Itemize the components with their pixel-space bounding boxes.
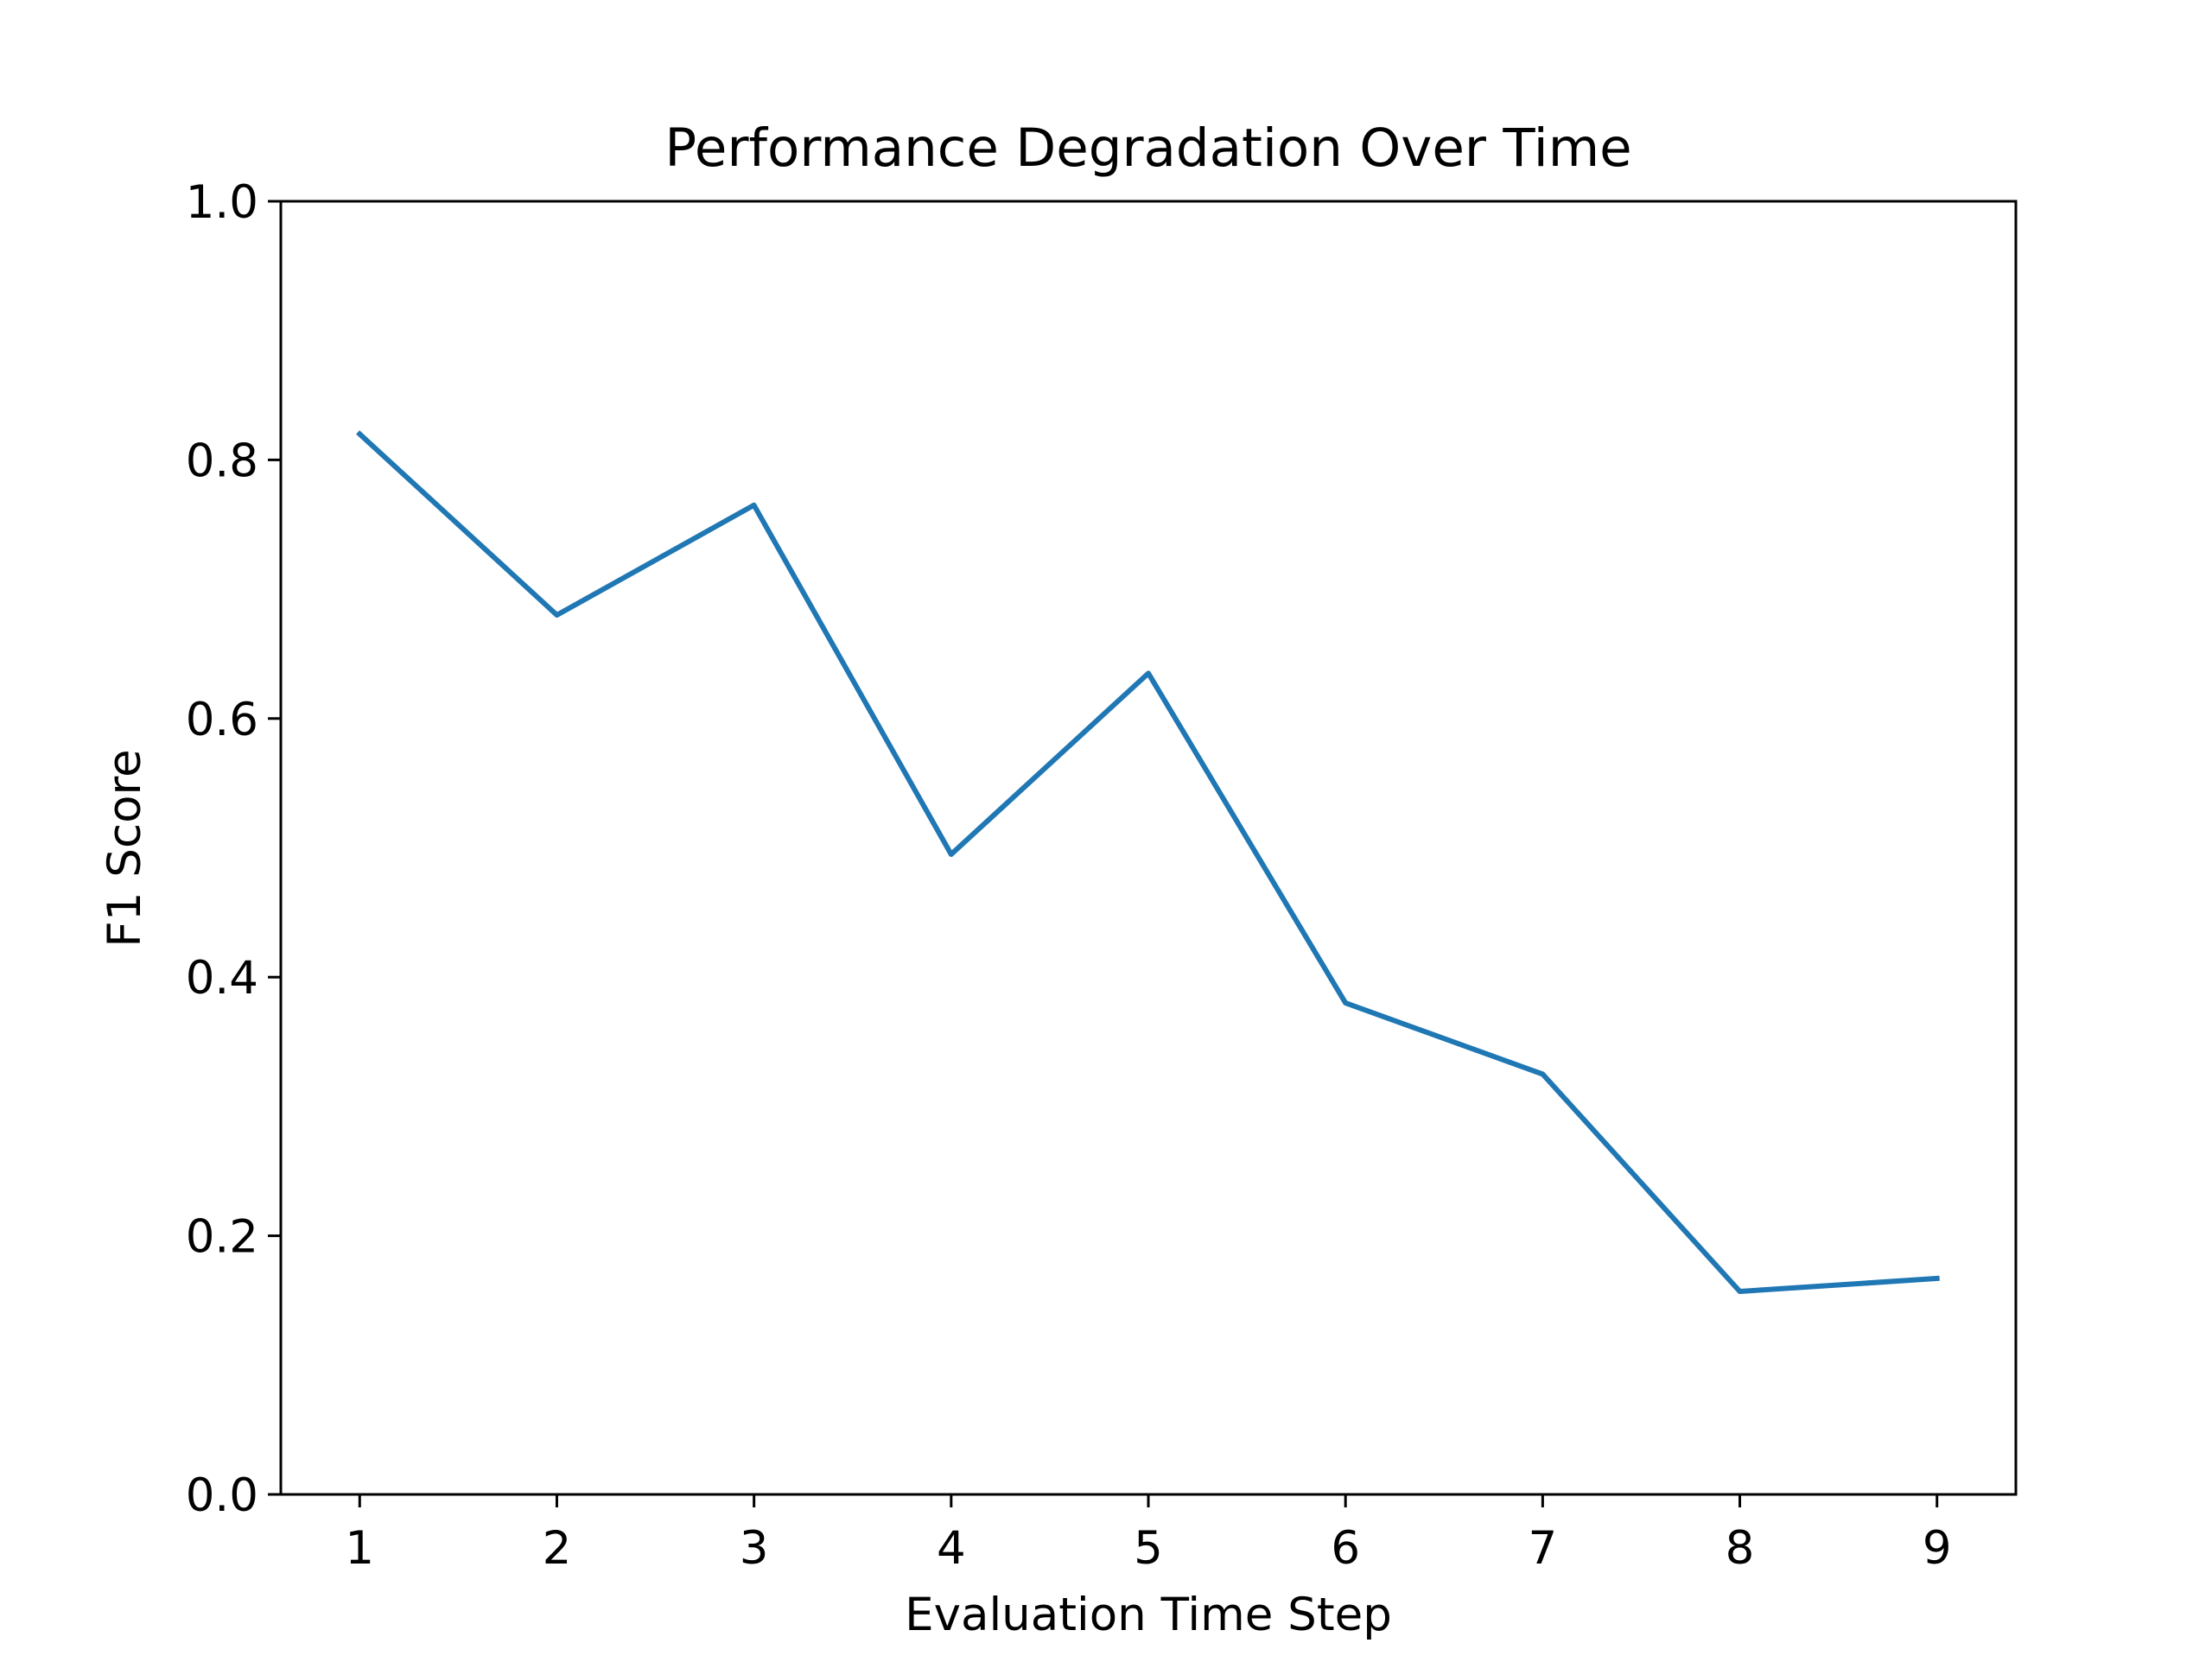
x-tick-label: 8	[1726, 1522, 1755, 1575]
y-axis-label: F1 Score	[99, 749, 151, 948]
x-tick-label: 9	[1923, 1522, 1952, 1575]
y-tick-label: 0.8	[186, 435, 258, 487]
y-tick-label: 0.2	[186, 1211, 258, 1264]
x-axis-label: Evaluation Time Step	[905, 1589, 1392, 1641]
x-tick-label: 1	[345, 1522, 374, 1575]
x-tick-label: 5	[1134, 1522, 1163, 1575]
x-tick-label: 2	[543, 1522, 572, 1575]
y-tick-label: 0.4	[186, 952, 258, 1005]
x-tick-label: 3	[740, 1522, 769, 1575]
x-tick-label: 7	[1528, 1522, 1557, 1575]
y-tick-label: 0.0	[186, 1469, 258, 1522]
y-tick-label: 0.6	[186, 694, 258, 746]
y-tick-label: 1.0	[186, 176, 258, 229]
chart-title: Performance Degradation Over Time	[664, 117, 1631, 179]
x-tick-label: 6	[1331, 1522, 1360, 1575]
x-tick-label: 4	[937, 1522, 966, 1575]
